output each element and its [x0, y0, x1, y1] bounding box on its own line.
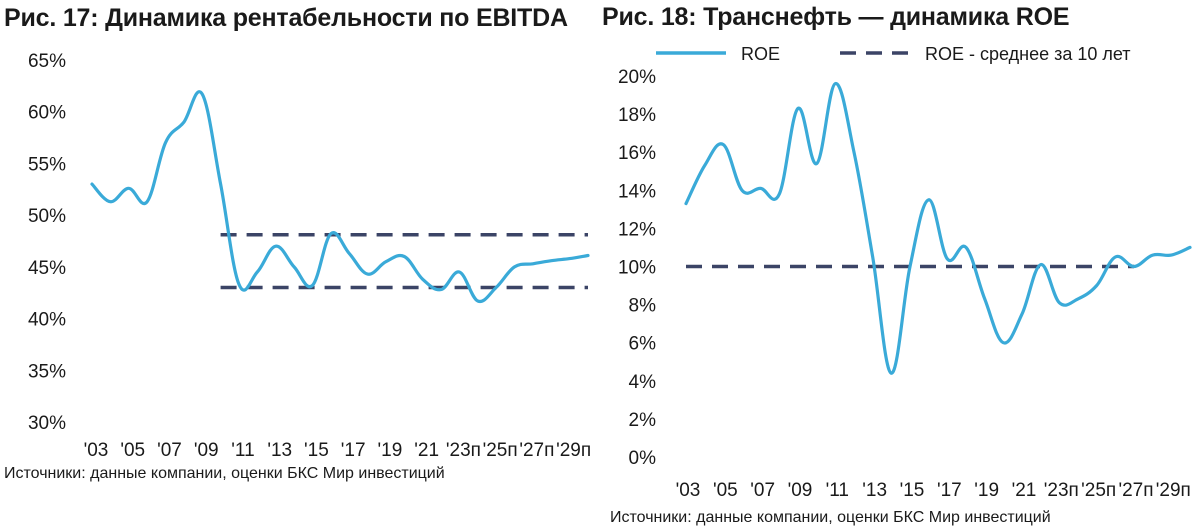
x-tick-label: '21 [1012, 480, 1037, 496]
y-tick-label: 14% [618, 181, 656, 202]
y-tick-label: 65% [28, 51, 66, 72]
y-tick-label: 45% [28, 258, 66, 279]
x-tick-label: '15 [900, 480, 925, 496]
y-tick-label: 50% [28, 206, 66, 227]
x-tick-label: '19 [974, 480, 999, 496]
y-tick-label: 10% [618, 258, 656, 279]
x-tick-label: '29п [1156, 480, 1191, 496]
ebitda-chart: 30% 35% 40% 45% 50% 55% 60% 65% '03 '05 '07 '09 '11 '… [28, 51, 591, 461]
chart-title: Рис. 18: Транснефть — динамика ROE [602, 3, 1070, 31]
x-tick-label: '13 [267, 440, 292, 461]
y-tick-label: 16% [618, 143, 656, 164]
x-tick-label: '13 [862, 480, 887, 496]
x-tick-label: '21 [414, 440, 439, 461]
x-tick-label: '05 [713, 480, 738, 496]
x-tick-label: '17 [937, 480, 962, 496]
y-tick-label: 12% [618, 219, 656, 240]
x-tick-label: '11 [826, 480, 849, 496]
chart-title: Рис. 17: Динамика рентабельности по EBIT… [4, 4, 568, 32]
y-tick-label: 2% [629, 410, 657, 431]
x-tick-label: '05 [120, 440, 145, 461]
x-tick-label: '15 [304, 440, 329, 461]
x-tick-label: '23п [446, 440, 481, 461]
x-tick-label: '23п [1044, 480, 1079, 496]
x-tick-label: '19 [378, 440, 403, 461]
x-tick-label: '07 [750, 480, 775, 496]
y-tick-label: 8% [629, 296, 657, 317]
x-tick-label: '09 [788, 480, 813, 496]
series-line [90, 90, 590, 304]
roe-chart: 0% 2% 4% 6% 8% 10% 12% 14% 16% 18% 20% '03 '05 '07 '09… [618, 44, 1192, 496]
x-tick-label: '17 [341, 440, 366, 461]
x-tick-label: '27п [1118, 480, 1153, 496]
legend-label-average: ROE - среднее за 10 лет [925, 44, 1131, 64]
chart-source: Источники: данные компании, оценки БКС М… [610, 509, 1051, 526]
y-tick-label: 35% [28, 361, 66, 382]
y-tick-label: 4% [629, 372, 657, 393]
series-line [684, 82, 1192, 375]
y-tick-label: 20% [618, 67, 656, 88]
x-tick-label: '27п [519, 440, 554, 461]
y-tick-label: 30% [28, 413, 66, 434]
legend-label-roe: ROE [741, 44, 780, 64]
y-tick-label: 55% [28, 154, 66, 175]
y-tick-label: 6% [629, 334, 657, 355]
chart-panel-roe: Рис. 18: Транснефть — динамика ROE 0% 2% 4… [600, 0, 1200, 530]
y-tick-label: 40% [28, 310, 66, 331]
x-tick-label: '09 [194, 440, 219, 461]
chart-source: Источники: данные компании, оценки БКС М… [4, 465, 445, 482]
x-tick-label: '25п [1081, 480, 1116, 496]
x-tick-label: '03 [84, 440, 109, 461]
x-tick-label: '07 [157, 440, 182, 461]
x-tick-label: '03 [676, 480, 701, 496]
x-tick-label: '29п [556, 440, 591, 461]
y-tick-label: 60% [28, 103, 66, 124]
y-tick-label: 18% [618, 105, 656, 126]
x-tick-label: '25п [483, 440, 518, 461]
x-tick-label: '11 [231, 440, 254, 461]
y-tick-label: 0% [629, 448, 657, 469]
chart-panel-ebitda: Рис. 17: Динамика рентабельности по EBIT… [4, 4, 591, 482]
